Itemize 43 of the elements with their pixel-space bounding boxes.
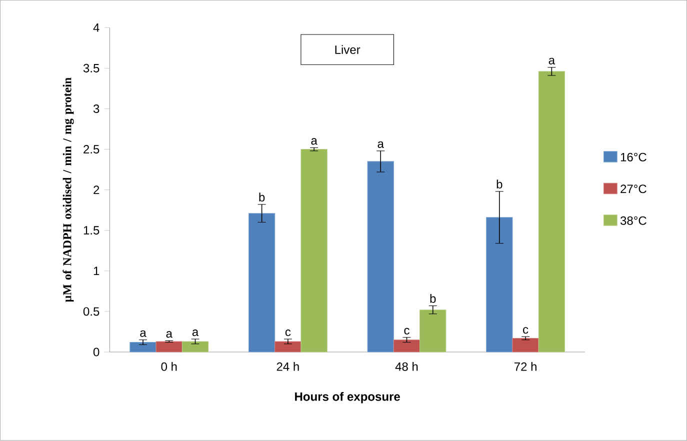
bar: [512, 338, 539, 352]
data-label: a: [378, 142, 384, 148]
y-tick-label: 1.5: [84, 226, 100, 235]
y-tick-label: 4: [93, 24, 100, 32]
data-label: a: [140, 330, 146, 338]
x-tick-label: 24 h: [276, 362, 299, 371]
y-tick-label: 2.5: [84, 145, 100, 154]
bar: [420, 310, 446, 352]
text: Liver: [335, 45, 360, 54]
data-label: b: [430, 294, 436, 303]
data-label: c: [285, 330, 291, 336]
y-tick-label: 3: [93, 104, 100, 114]
data-label: a: [548, 58, 556, 65]
bar: [486, 217, 513, 352]
bar: [182, 341, 209, 352]
y-tick-label: 1: [94, 266, 100, 276]
bar: [300, 149, 328, 352]
bar: [156, 341, 182, 352]
data-label: c: [523, 327, 528, 334]
data-label: a: [311, 138, 318, 145]
bar: [367, 161, 394, 352]
legend-label: 27°C: [620, 184, 646, 194]
x-tick-label: 48 h: [395, 362, 418, 372]
data-label: b: [496, 180, 502, 189]
x-axis-title: Hours of exposure: [295, 392, 400, 404]
data-label: c: [404, 328, 410, 335]
bar: [538, 71, 566, 352]
bar: [248, 213, 276, 352]
data-label: a: [166, 331, 172, 338]
data-label: b: [259, 192, 265, 202]
x-tick-label: 0 h: [161, 362, 177, 372]
x-tick-label: 72 h: [514, 362, 536, 371]
bar: [130, 342, 156, 352]
bar: [393, 340, 420, 352]
legend-label: 38°C: [620, 216, 646, 226]
y-tick-label: 3.5: [83, 64, 100, 73]
y-tick-label: 0.5: [83, 307, 100, 316]
y-axis-title: µM of NADPH oxidised / min / mg protein: [62, 78, 74, 302]
bar: [274, 341, 302, 352]
y-tick-label: 2: [94, 186, 100, 194]
legend-label: 16°C: [620, 153, 646, 162]
y-tick-label: 0: [93, 348, 100, 356]
data-label: a: [192, 330, 199, 336]
